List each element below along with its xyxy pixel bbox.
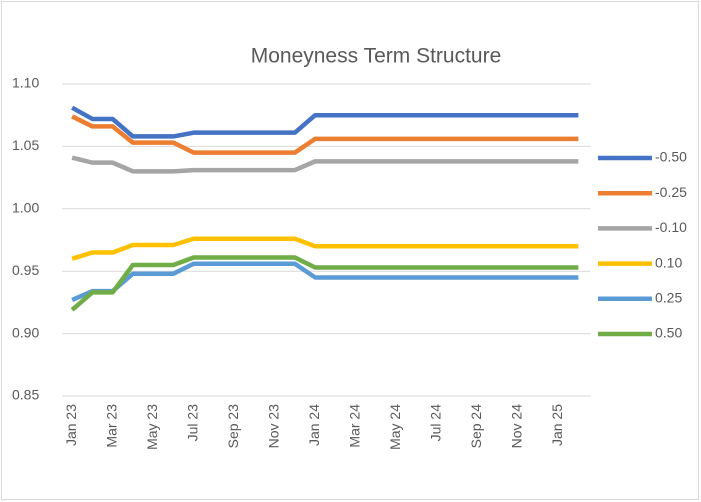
x-tick-label: Sep 23: [225, 404, 241, 449]
x-tick-label: Jul 24: [427, 404, 443, 442]
x-tick-label: Jan 24: [306, 404, 322, 446]
y-tick-label: 1.05: [12, 137, 39, 153]
x-tick-label: May 23: [144, 404, 160, 450]
x-tick-label: Mar 23: [103, 404, 119, 448]
y-tick-label: 1.10: [12, 75, 39, 91]
y-tick-label: 0.95: [12, 262, 39, 278]
series-line: [70, 255, 579, 312]
series-line: [71, 261, 579, 302]
series-line: [71, 236, 579, 261]
x-tick-label: Jul 23: [184, 404, 200, 442]
legend-label: 0.10: [655, 254, 682, 270]
series-line: [71, 105, 579, 139]
x-tick-label: May 24: [387, 404, 403, 450]
legend-label: -0.50: [655, 149, 687, 165]
x-tick-label: Nov 24: [508, 404, 524, 449]
legend-label: 0.50: [655, 325, 682, 341]
y-tick-label: 0.90: [12, 324, 39, 340]
chart-title: Moneyness Term Structure: [251, 45, 502, 68]
x-tick-label: Nov 23: [265, 404, 281, 449]
x-tick-label: Sep 24: [468, 404, 484, 449]
legend-label: -0.25: [655, 184, 687, 200]
series-line: [71, 114, 579, 155]
x-tick-label: Jan 23: [63, 404, 79, 446]
x-tick-label: Mar 24: [346, 404, 362, 448]
legend-label: -0.10: [655, 219, 687, 235]
legend-label: 0.25: [655, 290, 682, 306]
series-line: [71, 155, 579, 174]
x-tick-label: Jan 25: [549, 404, 565, 446]
y-tick-label: 0.85: [12, 387, 39, 403]
y-tick-label: 1.00: [12, 200, 39, 216]
